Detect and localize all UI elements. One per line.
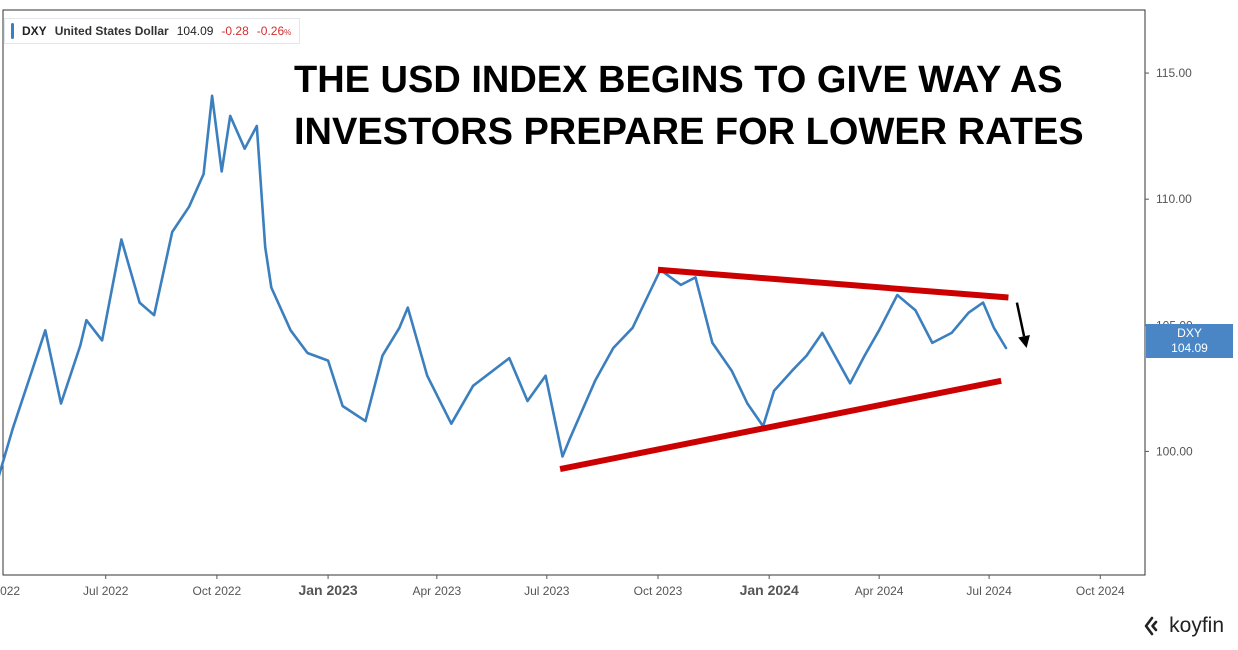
data-point xyxy=(426,374,429,377)
x-tick-label: Jul 2024 xyxy=(966,584,1012,598)
data-point xyxy=(138,301,141,304)
data-point xyxy=(791,369,793,372)
data-point xyxy=(1005,347,1007,349)
y-tick-label: 110.00 xyxy=(1156,192,1192,206)
legend-change-pct-value: -0.26 xyxy=(256,24,285,38)
data-point xyxy=(561,455,564,458)
data-point xyxy=(211,95,213,97)
x-tick-label: Apr 2023 xyxy=(412,584,461,598)
data-point xyxy=(849,382,851,385)
x-tick-label: Jan 2023 xyxy=(298,582,357,598)
data-point xyxy=(680,284,682,286)
data-point xyxy=(526,400,529,402)
data-point xyxy=(220,170,223,173)
legend[interactable]: DXY United States Dollar 104.09 -0.28 -0… xyxy=(4,18,301,44)
data-point xyxy=(746,402,749,405)
x-tick-label: Apr 2024 xyxy=(855,584,904,598)
x-tick-label: Apr 2022 xyxy=(0,584,20,598)
y-tick-label: 100.00 xyxy=(1156,444,1193,458)
data-point xyxy=(982,301,984,304)
data-point xyxy=(544,374,547,377)
data-point xyxy=(188,205,190,208)
data-point xyxy=(508,357,511,359)
brand-name: koyfin xyxy=(1169,614,1224,637)
y-tick-label: 115.00 xyxy=(1156,66,1192,80)
data-point xyxy=(120,238,123,241)
data-point xyxy=(60,402,62,405)
lower-trendline xyxy=(559,377,1002,473)
data-point xyxy=(594,380,596,382)
x-tick-label: Jul 2023 xyxy=(524,584,570,598)
data-point xyxy=(381,354,384,357)
data-point xyxy=(993,327,995,329)
data-point xyxy=(79,344,82,347)
data-point xyxy=(85,319,88,322)
x-tick-label: Oct 2023 xyxy=(634,584,683,598)
brand-logo: koyfin xyxy=(1143,614,1224,638)
koyfin-logo-icon xyxy=(1144,616,1158,636)
data-point xyxy=(255,125,258,127)
legend-change: -0.28 xyxy=(221,24,249,38)
down-arrow-shaft xyxy=(1015,302,1026,337)
data-point xyxy=(450,422,453,425)
data-point xyxy=(44,329,47,332)
last-price-tag: DXY 104.09 xyxy=(1146,324,1233,358)
down-arrow-head xyxy=(1018,335,1030,348)
data-point xyxy=(612,347,615,349)
data-point xyxy=(863,354,866,357)
legend-swatch xyxy=(11,23,14,39)
data-point xyxy=(243,147,246,150)
data-point xyxy=(264,246,267,248)
data-point xyxy=(341,405,344,407)
data-point xyxy=(101,339,103,342)
data-point xyxy=(364,420,367,422)
price-tag-symbol: DXY xyxy=(1177,326,1202,340)
data-point xyxy=(711,342,714,344)
data-point xyxy=(931,342,934,344)
legend-last-value: 104.09 xyxy=(176,24,214,38)
data-point xyxy=(472,385,474,387)
data-point xyxy=(773,390,775,392)
legend-name: United States Dollar xyxy=(54,24,169,38)
data-point xyxy=(171,231,173,233)
data-point xyxy=(967,311,970,314)
data-point xyxy=(649,289,652,291)
annotation-layer xyxy=(559,266,1030,473)
x-tick-label: Oct 2024 xyxy=(1076,584,1125,598)
data-point xyxy=(694,276,697,279)
data-point xyxy=(306,352,309,354)
data-point xyxy=(896,294,899,296)
data-point xyxy=(805,354,808,357)
data-point xyxy=(229,115,231,117)
data-point xyxy=(202,173,205,175)
x-tick-label: Jul 2022 xyxy=(83,584,129,598)
data-point xyxy=(631,327,634,329)
x-tick-label: Jan 2024 xyxy=(740,582,799,598)
data-point xyxy=(31,369,33,372)
data-point xyxy=(270,286,273,289)
plot-frame xyxy=(2,9,1146,576)
data-point xyxy=(914,309,917,312)
data-point xyxy=(950,332,953,334)
data-point xyxy=(11,427,14,430)
data-point xyxy=(730,369,733,372)
price-tag-value: 104.09 xyxy=(1171,341,1208,355)
headline: THE USD INDEX BEGINS TO GIVE WAY AS INVE… xyxy=(294,59,1084,153)
x-axis: Apr 2022 Jul 2022 Oct 2022 Jan 2023 Apr 2023… xyxy=(0,575,1125,598)
x-tick-label: Oct 2022 xyxy=(193,584,242,598)
data-point xyxy=(821,332,824,334)
data-point xyxy=(878,329,880,332)
data-point xyxy=(289,329,292,332)
data-point xyxy=(327,359,329,362)
legend-symbol: DXY xyxy=(22,24,47,38)
legend-pct-suffix: % xyxy=(284,28,292,37)
data-point xyxy=(407,306,409,309)
data-point xyxy=(153,314,155,317)
data-point xyxy=(569,438,571,440)
data-point xyxy=(398,327,401,329)
legend-change-pct: -0.26% xyxy=(257,24,291,38)
upper-trendline xyxy=(657,266,1009,301)
